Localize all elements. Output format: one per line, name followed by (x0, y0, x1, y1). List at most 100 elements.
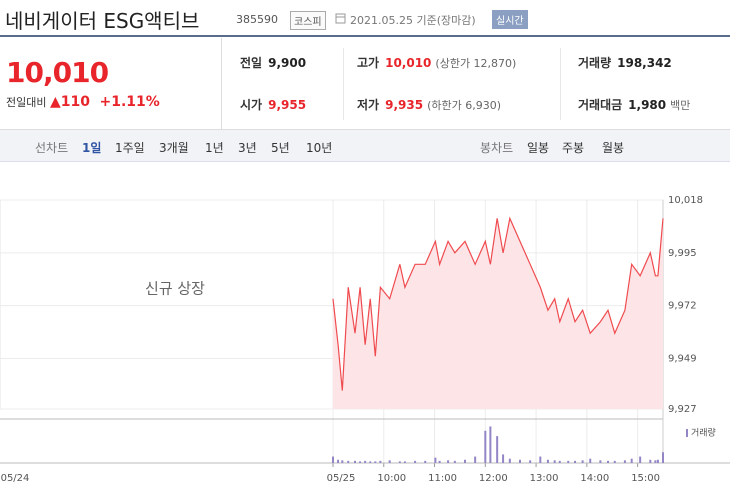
volume-bar (354, 460, 356, 463)
period-tab[interactable]: 3개월 (159, 141, 189, 155)
volume-bar (607, 460, 609, 463)
volume-bar (546, 459, 549, 463)
volume-bar (398, 461, 401, 463)
volume-bar (489, 426, 492, 463)
stats-grid: 전일 9,900 고가 10,010 (상한가 12,870) 거래량 198,342 시가 9… (222, 38, 730, 130)
y-tick-label: 10,018 (668, 195, 703, 206)
x-tick-label: 11:00 (428, 473, 457, 484)
volume-bar (581, 460, 584, 463)
stat-cell: 고가 10,010 (상한가 12,870) (357, 54, 516, 71)
period-tab[interactable]: 10년 (306, 141, 333, 155)
volume-bar (574, 460, 576, 463)
x-tick-label: 12:00 (479, 473, 508, 484)
volume-bar (656, 459, 659, 463)
volume-bar (364, 460, 367, 463)
realtime-button[interactable]: 실시간 (492, 10, 528, 29)
change-rate: +1.11% (99, 94, 160, 110)
y-tick-label: 9,972 (668, 301, 697, 312)
volume-bar (359, 461, 362, 463)
stat-value: 9,955 (268, 98, 307, 112)
period-tab[interactable]: 1일 (82, 141, 102, 155)
divider (560, 48, 561, 120)
volume-bar (639, 456, 642, 463)
volume-bar (496, 436, 499, 463)
volume-bar (464, 459, 466, 463)
volume-bar (613, 460, 616, 463)
current-price: 10,010 (6, 56, 109, 89)
volume-bar (599, 460, 602, 463)
volume-bar (484, 430, 487, 463)
volume-bar (374, 461, 377, 463)
volume-bar (379, 460, 382, 463)
volume-bar (438, 460, 441, 463)
volume-bar (388, 460, 391, 463)
header: 네비게이터 ESG액티브 385590 코스피 2021.05.25 기준(장마… (0, 0, 730, 37)
volume-bar (502, 454, 505, 463)
y-tick-label: 9,949 (668, 353, 697, 364)
volume-legend: 거래량 (691, 427, 716, 439)
volume-bar (341, 460, 344, 463)
volume-bar (337, 459, 340, 463)
x-tick-label: 10:00 (377, 473, 406, 484)
volume-bar (453, 460, 456, 463)
up-arrow: ▲ (49, 94, 61, 110)
volume-bar (332, 456, 334, 463)
stat-label: 고가 (357, 56, 380, 70)
y-tick-label: 9,927 (668, 404, 697, 415)
period-tab[interactable]: 1년 (205, 141, 224, 155)
stat-label: 거래량 (578, 56, 612, 70)
stat-value: 9,935 (385, 98, 424, 112)
change-row: 전일대비 ▲110 +1.11% (6, 94, 160, 110)
chart: 9,927 9,949 9,972 9,995 10,018 05/25 10:00 11:0… (0, 195, 730, 484)
stock-name: 네비게이터 ESG액티브 (5, 9, 200, 33)
volume-bar (649, 459, 652, 463)
price-box: 10,010 전일대비 ▲110 +1.11% (0, 38, 222, 130)
volume-bar (414, 460, 417, 463)
volume-bar (529, 460, 532, 463)
volume-bar (347, 460, 350, 463)
volume-bar (654, 460, 657, 463)
stat-value: 10,010 (385, 56, 432, 70)
candle-tab[interactable]: 일봉 (527, 141, 550, 155)
period-tab[interactable]: 1주일 (115, 141, 145, 155)
stat-cell: 거래량 198,342 (578, 54, 672, 71)
period-tab[interactable]: 3년 (238, 141, 257, 155)
candle-tab[interactable]: 월봉 (602, 141, 625, 155)
x-tick-label: 13:00 (530, 473, 559, 484)
volume-bar (630, 458, 633, 463)
volume-bar (447, 460, 450, 463)
volume-bar (508, 458, 511, 463)
stat-cell: 전일 9,900 (240, 54, 306, 71)
volume-bar (519, 459, 521, 463)
y-tick-label: 9,995 (668, 248, 697, 259)
volume-legend-swatch (686, 429, 688, 437)
stat-cell: 거래대금 1,980 백만 (578, 96, 690, 113)
stat-value: 9,900 (268, 56, 307, 70)
annotation: 신규 상장 (145, 280, 205, 298)
line-chart-label: 선차트 (35, 141, 69, 155)
x-start-label: 05/24 (1, 473, 30, 484)
x-tick-label: 05/25 (327, 473, 356, 484)
volume-bar (662, 452, 664, 463)
volume-bar (424, 460, 427, 463)
calendar-icon (335, 13, 346, 24)
volume-bar (567, 460, 570, 463)
stat-note: (상한가 12,870) (435, 57, 517, 70)
volume-bar (369, 461, 372, 463)
candle-tab[interactable]: 주봉 (562, 141, 585, 155)
volume-bar (474, 456, 477, 463)
period-tab[interactable]: 5년 (271, 141, 290, 155)
base-date: 2021.05.25 기준(장마감) (350, 14, 476, 27)
divider (343, 48, 344, 120)
volume-bar (589, 458, 592, 463)
volume-bar (403, 461, 406, 463)
stat-note: 백만 (670, 99, 691, 112)
volume-bar (539, 456, 542, 463)
volume-bar (623, 460, 626, 463)
change-label: 전일대비 (6, 96, 47, 109)
stat-label: 거래대금 (578, 98, 623, 112)
stat-label: 저가 (357, 98, 380, 112)
volume-bar (434, 457, 437, 463)
volume-bar (558, 460, 561, 463)
